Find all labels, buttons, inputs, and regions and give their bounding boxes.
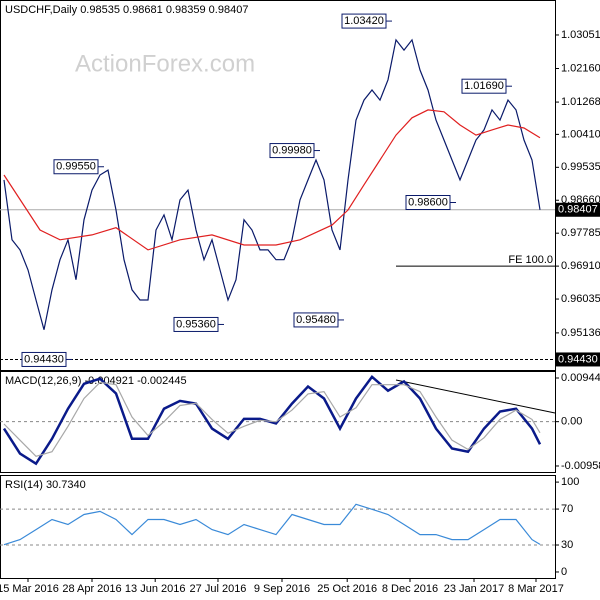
- y-tick-label: 1.01268: [561, 96, 600, 108]
- header-value: -0.002445: [137, 375, 187, 387]
- annotation-label: 1.03420: [344, 15, 384, 27]
- x-tick-label: 8 Mar 2017: [508, 583, 564, 595]
- annotation-box: [341, 13, 387, 29]
- series-line: [3, 381, 541, 457]
- panel-frame: [0, 0, 556, 371]
- panel-header: USDCHF,Daily 0.98535 0.98681 0.98359 0.9…: [5, 4, 248, 16]
- price-box-label: 0.94430: [558, 353, 598, 365]
- x-tick-label: 8 Dec 2016: [382, 583, 438, 595]
- series-line: [3, 38, 541, 330]
- y-tick-label: 0.96035: [561, 293, 600, 305]
- panel-frame: [0, 475, 556, 579]
- panel-title: USDCHF,Daily: [5, 4, 78, 16]
- fe-label: FE 100.0: [508, 254, 553, 266]
- panel-header: RSI(14) 30.7340: [5, 479, 86, 491]
- trend-line: [395, 379, 556, 414]
- x-tick-label: 27 Jul 2016: [190, 583, 247, 595]
- price-box: [555, 352, 600, 367]
- annotation-label: 1.01690: [464, 80, 504, 92]
- y-tick-label: 0.95136: [561, 327, 600, 339]
- y-tick-label: 70: [561, 503, 573, 515]
- x-tick-label: 28 Apr 2016: [62, 583, 121, 595]
- series-line: [3, 503, 541, 546]
- annotation-box: [53, 159, 99, 175]
- annotation-label: 0.94430: [24, 353, 64, 365]
- series-line: [2, 374, 542, 466]
- y-tick-label: 0.00: [561, 416, 582, 428]
- series-line: [3, 109, 541, 251]
- x-tick-label: 15 Mar 2016: [0, 583, 59, 595]
- y-tick-label: 0.97785: [561, 227, 600, 239]
- y-tick-label: 0.96910: [561, 260, 600, 272]
- header-value: 0.98535: [80, 4, 120, 16]
- annotation-label: 0.95480: [296, 314, 336, 326]
- y-tick-label: 0: [561, 566, 567, 578]
- annotation-box: [269, 143, 315, 159]
- y-tick-label: 1.00410: [561, 128, 600, 140]
- y-tick-label: 30: [561, 539, 573, 551]
- annotation-box: [21, 351, 67, 367]
- annotation-box: [293, 312, 339, 328]
- annotation-label: 0.99550: [56, 161, 96, 173]
- x-tick-label: 13 Jun 2016: [125, 583, 186, 595]
- header-value: 0.98359: [166, 4, 206, 16]
- header-value: 0.98407: [209, 4, 249, 16]
- watermark: ActionForex.com: [75, 50, 255, 77]
- annotation-box: [461, 78, 507, 94]
- y-tick-label: -0.009588: [561, 460, 600, 472]
- annotation-box: [405, 195, 451, 211]
- y-tick-label: 1.02160: [561, 62, 600, 74]
- panel-header: MACD(12,26,9) -0.004921 -0.002445: [5, 375, 187, 387]
- header-value: 0.98681: [123, 4, 163, 16]
- x-tick-label: 23 Jan 2017: [444, 583, 505, 595]
- annotation-label: 0.98600: [408, 196, 448, 208]
- y-tick-label: 0.99535: [561, 161, 600, 173]
- x-tick-label: 25 Oct 2016: [317, 583, 377, 595]
- header-value: 30.7340: [46, 479, 86, 491]
- annotation-label: 0.99980: [272, 144, 312, 156]
- price-box-label: 0.98407: [558, 204, 598, 216]
- annotation-box: [173, 316, 219, 332]
- y-tick-label: 1.03051: [561, 29, 600, 41]
- y-tick-label: 100: [561, 476, 579, 488]
- panel-title: RSI(14): [5, 479, 43, 491]
- header-value: -0.004921: [84, 375, 134, 387]
- y-tick-label: 0.009446: [561, 372, 600, 384]
- panel-title: MACD(12,26,9): [5, 375, 81, 387]
- x-tick-label: 9 Sep 2016: [254, 583, 310, 595]
- annotation-label: 0.95360: [176, 318, 216, 330]
- price-box: [555, 202, 600, 217]
